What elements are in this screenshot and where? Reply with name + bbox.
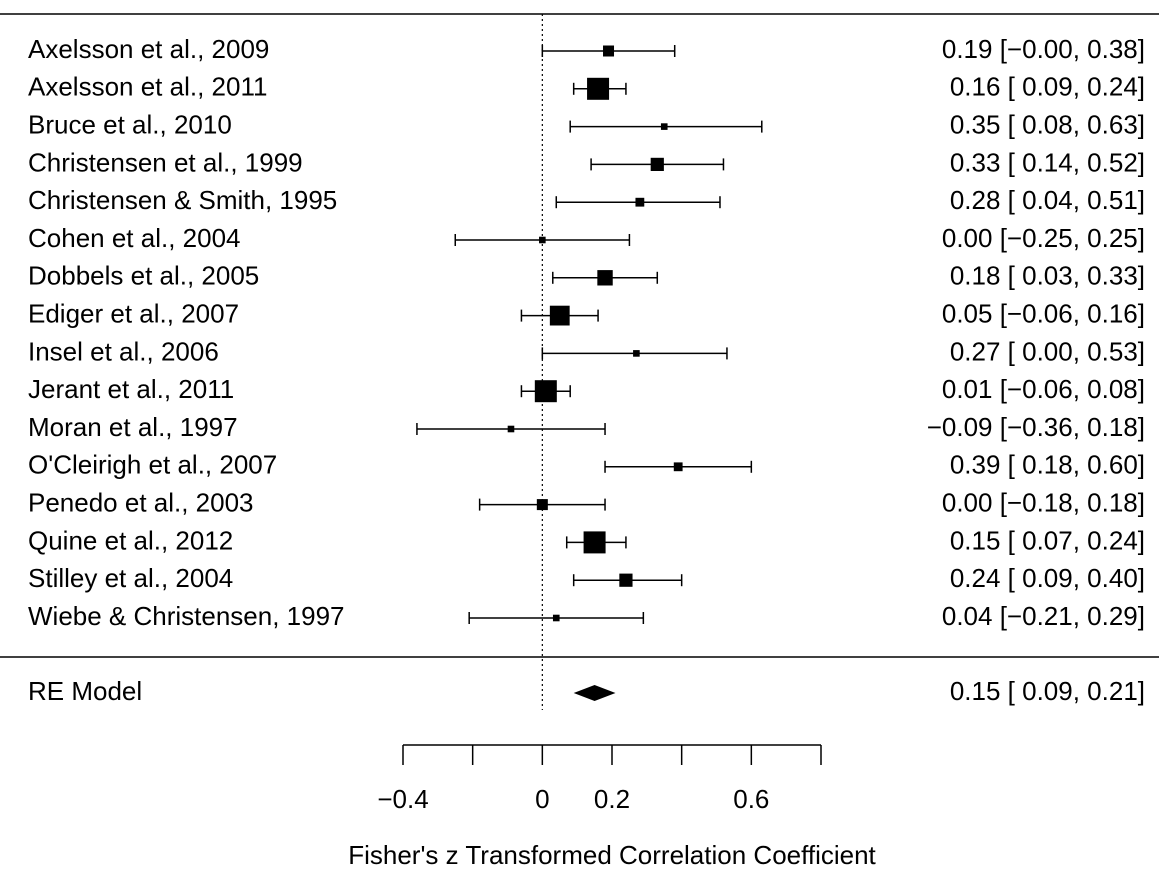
value-label: 0.16 [ 0.09, 0.24] (950, 72, 1145, 102)
summary-label: RE Model (28, 676, 142, 706)
point-estimate (536, 499, 548, 511)
study-label: Axelsson et al., 2011 (28, 72, 267, 102)
point-estimate (633, 350, 640, 357)
value-label: 0.04 [−0.21, 0.29] (942, 601, 1145, 631)
study-label: Christensen et al., 1999 (28, 147, 303, 177)
study-label: Dobbels et al., 2005 (28, 261, 259, 291)
study-label: Insel et al., 2006 (28, 336, 219, 366)
value-label: 0.18 [ 0.03, 0.33] (950, 261, 1145, 291)
value-label: 0.27 [ 0.00, 0.53] (950, 336, 1145, 366)
point-estimate (635, 197, 645, 207)
summary-value-label: 0.15 [ 0.09, 0.21] (950, 676, 1145, 706)
value-label: 0.24 [ 0.09, 0.40] (950, 563, 1145, 593)
study-label: Christensen & Smith, 1995 (28, 185, 337, 215)
study-label: Moran et al., 1997 (28, 412, 238, 442)
value-label: 0.35 [ 0.08, 0.63] (950, 109, 1145, 139)
point-estimate (507, 425, 515, 433)
value-label: 0.00 [−0.18, 0.18] (942, 487, 1145, 517)
point-estimate (660, 123, 668, 130)
point-estimate (583, 531, 606, 554)
value-label: 0.19 [−0.00, 0.38] (942, 34, 1145, 64)
point-estimate (587, 77, 610, 100)
value-label: 0.15 [ 0.07, 0.24] (950, 525, 1145, 555)
value-label: 0.28 [ 0.04, 0.51] (950, 185, 1145, 215)
point-estimate (552, 614, 560, 622)
point-estimate (619, 573, 633, 587)
study-label: O'Cleirigh et al., 2007 (28, 450, 277, 480)
summary-diamond (573, 685, 616, 701)
point-estimate (650, 157, 664, 171)
point-estimate (549, 305, 570, 326)
study-label: Wiebe & Christensen, 1997 (28, 601, 345, 631)
value-label: 0.39 [ 0.18, 0.60] (950, 450, 1145, 480)
study-label: Stilley et al., 2004 (28, 563, 233, 593)
value-label: −0.09 [−0.36, 0.18] (927, 412, 1145, 442)
point-estimate (597, 270, 613, 286)
x-tick-label: 0.6 (733, 784, 769, 814)
value-label: 0.00 [−0.25, 0.25] (942, 223, 1145, 253)
study-label: Bruce et al., 2010 (28, 109, 232, 139)
point-estimate (534, 380, 557, 403)
study-label: Axelsson et al., 2009 (28, 34, 269, 64)
value-label: 0.05 [−0.06, 0.16] (942, 298, 1145, 328)
study-label: Penedo et al., 2003 (28, 487, 254, 517)
value-label: 0.33 [ 0.14, 0.52] (950, 147, 1145, 177)
x-tick-label: 0 (535, 784, 549, 814)
point-estimate (673, 462, 683, 472)
x-tick-label: 0.2 (594, 784, 630, 814)
point-estimate (603, 45, 615, 57)
x-axis-label: Fisher's z Transformed Correlation Coeff… (348, 840, 876, 870)
study-label: Quine et al., 2012 (28, 525, 233, 555)
study-label: Jerant et al., 2011 (28, 374, 234, 404)
point-estimate (539, 236, 546, 244)
study-label: Cohen et al., 2004 (28, 223, 241, 253)
value-label: 0.01 [−0.06, 0.08] (942, 374, 1145, 404)
x-tick-label: −0.4 (377, 784, 428, 814)
study-label: Ediger et al., 2007 (28, 298, 239, 328)
